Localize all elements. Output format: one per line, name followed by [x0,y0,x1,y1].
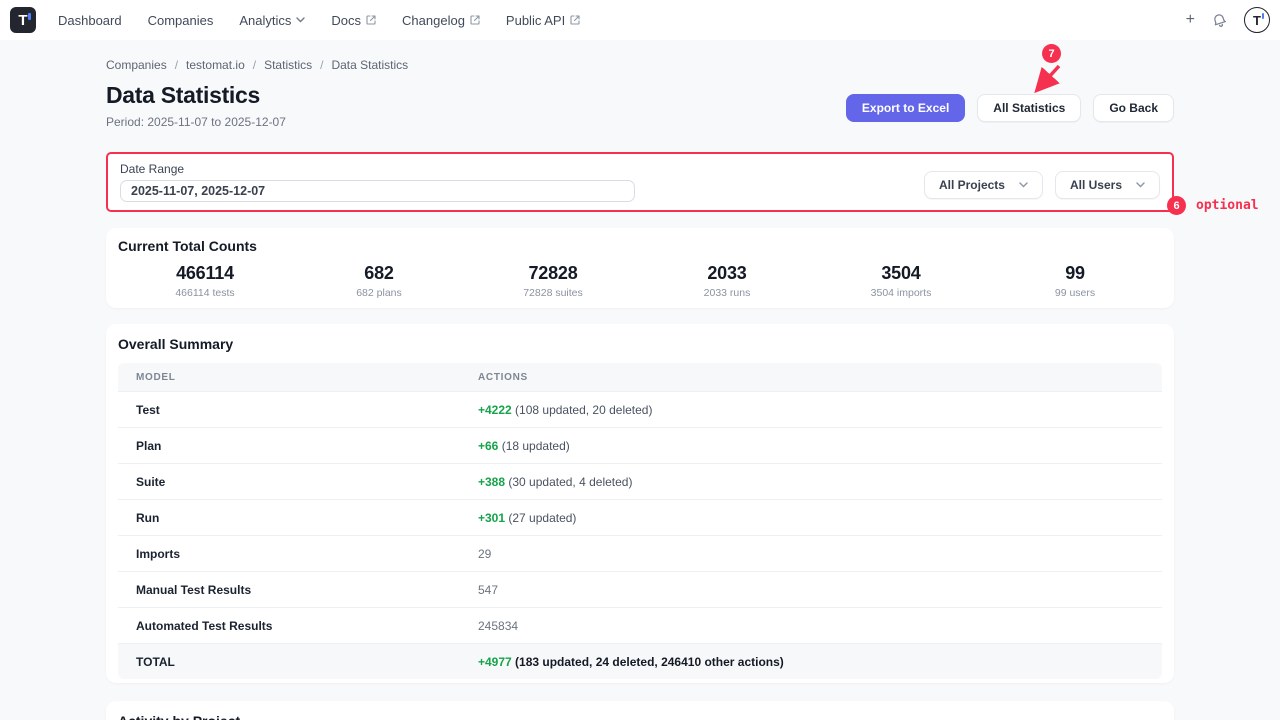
table-row-imports: Imports 29 [118,535,1162,571]
chevron-down-icon [296,17,306,23]
table-row-total: TOTAL +4977 (183 updated, 24 deleted, 24… [118,643,1162,679]
projects-dropdown[interactable]: All Projects [923,171,1043,199]
current-total-counts-card: Current Total Counts 466114 466114 tests… [106,228,1174,308]
nav-item-public-api[interactable]: Public API [506,13,580,28]
external-link-icon [366,15,376,25]
summary-table-header: MODEL ACTIONS [118,363,1162,391]
breadcrumb-data-statistics: Data Statistics [331,58,409,72]
avatar-logo-accent [1261,13,1264,19]
column-actions: ACTIONS [478,371,528,383]
external-link-icon [570,15,580,25]
filters-panel: Date Range All Projects All Users [106,152,1174,212]
annotation-optional-label: optional [1196,198,1259,213]
stat-tests: 466114 466114 tests [175,263,235,299]
breadcrumb-separator: / [252,58,257,72]
date-range-label: Date Range [120,162,185,176]
breadcrumb-statistics[interactable]: Statistics [264,58,313,72]
breadcrumb-separator: / [174,58,179,72]
stat-plans: 682 682 plans [356,263,402,299]
nav-item-analytics[interactable]: Analytics [239,13,306,28]
nav-item-docs[interactable]: Docs [331,13,376,28]
activity-heading: Activity by Project [118,713,1162,720]
period-subtitle: Period: 2025-11-07 to 2025-12-07 [106,115,286,129]
column-model: MODEL [136,371,176,383]
users-dropdown[interactable]: All Users [1054,171,1160,199]
nav-item-dashboard[interactable]: Dashboard [58,12,122,28]
nav-item-companies[interactable]: Companies [147,12,214,28]
overall-summary-card: Overall Summary MODEL ACTIONS Test +4222… [106,324,1174,683]
stat-users: 99 99 users [1054,263,1096,299]
external-link-icon [470,15,480,25]
stat-suites: 72828 72828 suites [523,263,583,299]
app-logo-letter: T [18,11,28,29]
summary-heading: Overall Summary [118,336,234,352]
plus-icon[interactable]: + [1185,11,1195,28]
activity-by-project-card: Activity by Project [106,701,1174,720]
table-row-suite: Suite +388 (30 updated, 4 deleted) [118,463,1162,499]
breadcrumb-company[interactable]: testomat.io [186,58,245,72]
table-row-run: Run +301 (27 updated) [118,499,1162,535]
breadcrumb: Companies / testomat.io / Statistics / D… [106,58,1174,72]
chevron-down-icon [1019,182,1028,188]
export-to-excel-button[interactable]: Export to Excel [845,94,966,122]
go-back-button[interactable]: Go Back [1093,94,1174,122]
breadcrumb-separator: / [320,58,324,72]
counts-heading: Current Total Counts [118,238,257,254]
breadcrumb-companies[interactable]: Companies [106,58,167,72]
table-row-automated-test-results: Automated Test Results 245834 [118,607,1162,643]
summary-table: MODEL ACTIONS Test +4222 (108 updated, 2… [118,363,1162,679]
date-range-input[interactable] [120,180,635,202]
stat-imports: 3504 3504 imports [870,263,932,299]
app-logo-accent [28,13,31,20]
nav-item-changelog[interactable]: Changelog [402,13,480,28]
user-avatar[interactable]: T [1244,7,1270,33]
page-title: Data Statistics [106,82,261,108]
stat-runs: 2033 2033 runs [703,263,751,299]
all-statistics-button[interactable]: All Statistics [977,94,1082,122]
table-row-test: Test +4222 (108 updated, 20 deleted) [118,391,1162,427]
table-row-plan: Plan +66 (18 updated) [118,427,1162,463]
notifications-icon[interactable] [1209,9,1230,30]
chevron-down-icon [1136,182,1145,188]
table-row-manual-test-results: Manual Test Results 547 [118,571,1162,607]
app-logo[interactable]: T [10,7,36,33]
top-navigation: T Dashboard Companies Analytics Docs Cha… [0,0,1280,40]
